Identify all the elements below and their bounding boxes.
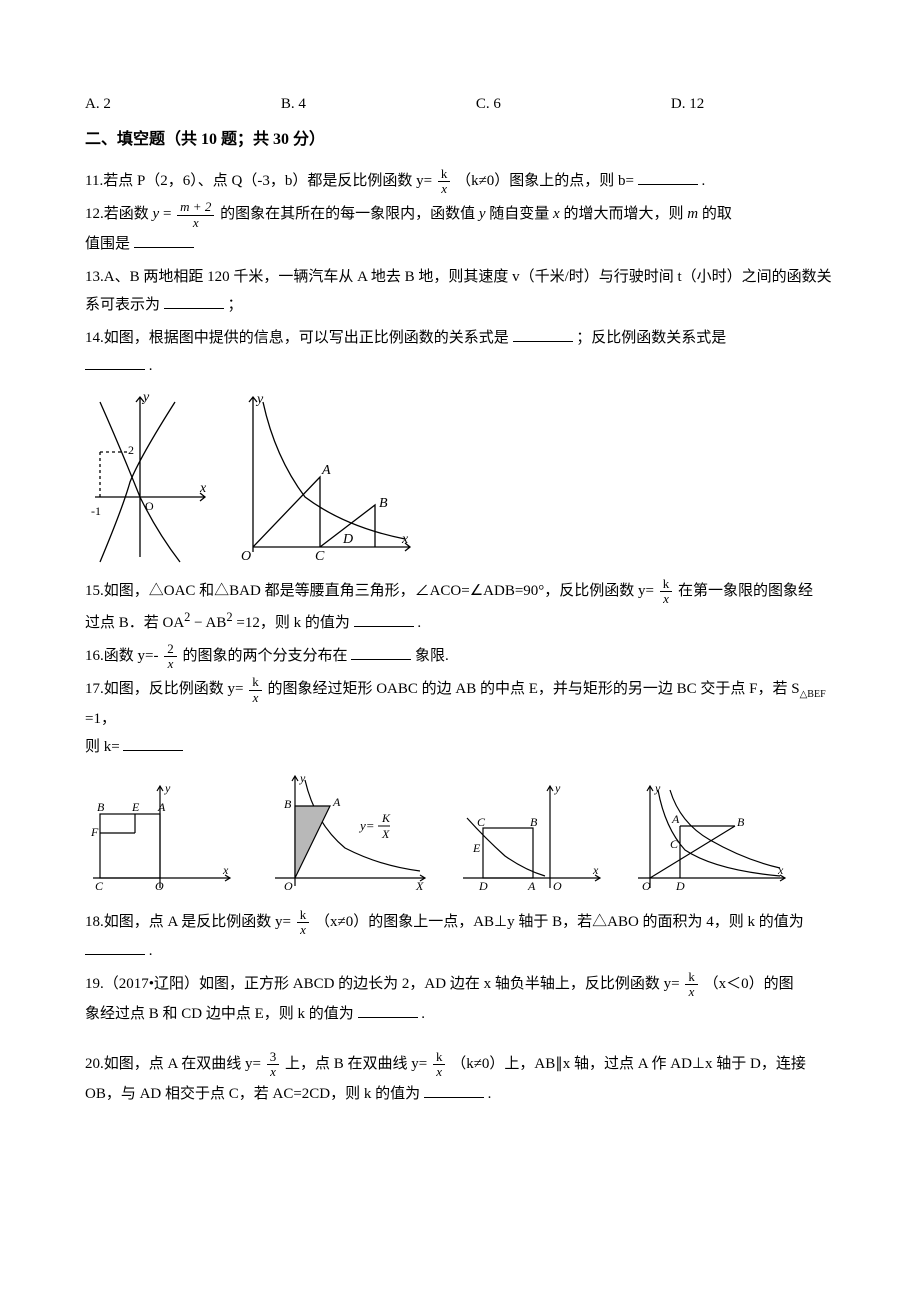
- svg-text:K: K: [381, 811, 391, 825]
- fraction-k-over-x: k x: [433, 1050, 446, 1080]
- svg-text:y: y: [299, 771, 306, 785]
- fraction-k-over-x: k x: [249, 675, 262, 705]
- question-12: 12.若函数 y = m + 2 x 的图象在其所在的每一象限内，函数值 y 随…: [85, 200, 835, 258]
- var-y: y: [153, 207, 160, 223]
- question-20: 20.如图，点 A 在双曲线 y= 3 x 上，点 B 在双曲线 y= k x …: [85, 1050, 835, 1108]
- svg-text:x: x: [222, 863, 229, 877]
- fraction-k-over-x: k x: [297, 908, 310, 938]
- fraction-3-over-x: 3 x: [267, 1050, 280, 1080]
- svg-text:A: A: [157, 800, 166, 814]
- svg-text:E: E: [472, 841, 481, 855]
- fraction-2-over-x: 2 x: [164, 642, 177, 672]
- svg-text:y: y: [554, 781, 561, 795]
- svg-text:C: C: [670, 837, 679, 851]
- svg-text:O: O: [155, 879, 164, 893]
- question-14: 14.如图，根据图中提供的信息，可以写出正比例函数的关系式是 ；反比例函数关系式…: [85, 324, 835, 381]
- svg-text:y: y: [141, 390, 150, 405]
- svg-text:B: B: [97, 800, 105, 814]
- svg-text:D: D: [675, 879, 685, 893]
- q11-text-post: （k≠0）图象上的点，则 b=: [456, 173, 634, 189]
- svg-text:O: O: [284, 879, 293, 893]
- blank: [354, 612, 414, 627]
- question-18: 18.如图，点 A 是反比例函数 y= k x （x≠0）的图象上一点，AB⊥y…: [85, 908, 835, 966]
- fraction-k-over-x: k x: [685, 970, 698, 1000]
- svg-text:A: A: [321, 463, 331, 478]
- svg-text:y: y: [164, 781, 171, 795]
- q14-figures: 2 O -1 y x O C x y A B D: [85, 387, 835, 567]
- section-2-title: 二、填空题（共 10 题；共 30 分）: [85, 125, 835, 155]
- figure-20: A B C D O x y: [630, 778, 790, 898]
- svg-text:y=: y=: [358, 818, 375, 833]
- blank: [85, 940, 145, 955]
- figure-line-graph: 2 O -1 y x: [85, 387, 215, 567]
- svg-text:-1: -1: [91, 504, 101, 518]
- svg-text:C: C: [315, 549, 325, 564]
- figure-18: B A O y X y= K X: [260, 768, 430, 898]
- option-b: B. 4: [281, 90, 306, 119]
- fraction-k-over-x: k x: [660, 577, 673, 607]
- q11-text-pre: 11.若点 P（2，6）、点 Q（-3，b）都是反比例函数 y=: [85, 173, 436, 189]
- var-y2: y: [479, 207, 486, 223]
- page: A. 2 B. 4 C. 6 D. 12 二、填空题（共 10 题；共 30 分…: [0, 0, 920, 1302]
- question-16: 16.函数 y=- 2 x 的图象的两个分支分布在 象限.: [85, 642, 835, 672]
- svg-text:A: A: [527, 879, 536, 893]
- svg-text:B: B: [284, 797, 292, 811]
- svg-text:D: D: [342, 532, 353, 547]
- option-c: C. 6: [476, 90, 501, 119]
- svg-text:O: O: [145, 499, 154, 513]
- q14-text: 14.如图，根据图中提供的信息，可以写出正比例函数的关系式是: [85, 330, 509, 346]
- svg-text:2: 2: [128, 443, 134, 457]
- q12-pre: 12.若函数: [85, 207, 153, 223]
- blank: [358, 1003, 418, 1018]
- svg-text:x: x: [199, 481, 207, 496]
- var-m: m: [687, 207, 698, 223]
- svg-text:O: O: [553, 879, 562, 893]
- mc-options-row: A. 2 B. 4 C. 6 D. 12: [85, 90, 835, 119]
- fraction-k-over-x: k x: [438, 167, 451, 197]
- svg-text:F: F: [90, 825, 99, 839]
- spacer: [85, 1032, 835, 1050]
- svg-text:B: B: [530, 815, 538, 829]
- option-a: A. 2: [85, 90, 111, 119]
- question-13: 13.A、B 两地相距 120 千米，一辆汽车从 A 地去 B 地，则其速度 v…: [85, 263, 835, 320]
- svg-text:O: O: [241, 549, 251, 564]
- q11-end: .: [702, 173, 706, 189]
- svg-text:y: y: [654, 781, 661, 795]
- fraction-mplus2-over-x: m + 2 x: [177, 200, 214, 230]
- question-17: 17.如图，反比例函数 y= k x 的图象经过矩形 OABC 的边 AB 的中…: [85, 675, 835, 762]
- svg-text:X: X: [381, 827, 390, 841]
- svg-text:x: x: [401, 532, 409, 547]
- blank: [164, 294, 224, 309]
- blank: [513, 327, 573, 342]
- figures-row: B E A F C O x y B A O y X y= K: [85, 768, 835, 898]
- svg-text:y: y: [255, 392, 264, 407]
- svg-text:x: x: [592, 863, 599, 877]
- figure-19: C B E D A O x y: [455, 778, 605, 898]
- blank: [351, 645, 411, 660]
- option-d: D. 12: [671, 90, 704, 119]
- figure-curve-triangles: O C x y A B D: [235, 387, 415, 567]
- svg-text:C: C: [477, 815, 486, 829]
- svg-text:O: O: [642, 879, 651, 893]
- question-19: 19.（2017•辽阳）如图，正方形 ABCD 的边长为 2，AD 边在 x 轴…: [85, 970, 835, 1028]
- question-11: 11.若点 P（2，6）、点 Q（-3，b）都是反比例函数 y= k x （k≠…: [85, 167, 835, 197]
- svg-text:A: A: [671, 812, 680, 826]
- svg-text:B: B: [379, 496, 388, 511]
- svg-text:X: X: [415, 879, 424, 893]
- svg-text:D: D: [478, 879, 488, 893]
- figure-17: B E A F C O x y: [85, 778, 235, 898]
- svg-text:A: A: [332, 795, 341, 809]
- var-x: x: [553, 207, 560, 223]
- blank: [134, 233, 194, 248]
- svg-text:B: B: [737, 815, 745, 829]
- blank: [85, 355, 145, 370]
- svg-text:x: x: [777, 863, 784, 877]
- blank: [123, 736, 183, 751]
- blank: [638, 170, 698, 185]
- question-15: 15.如图，△OAC 和△BAD 都是等腰直角三角形，∠ACO=∠ADB=90°…: [85, 577, 835, 638]
- q13-end: ；: [228, 297, 243, 313]
- svg-text:E: E: [131, 800, 140, 814]
- blank: [424, 1083, 484, 1098]
- svg-text:C: C: [95, 879, 104, 893]
